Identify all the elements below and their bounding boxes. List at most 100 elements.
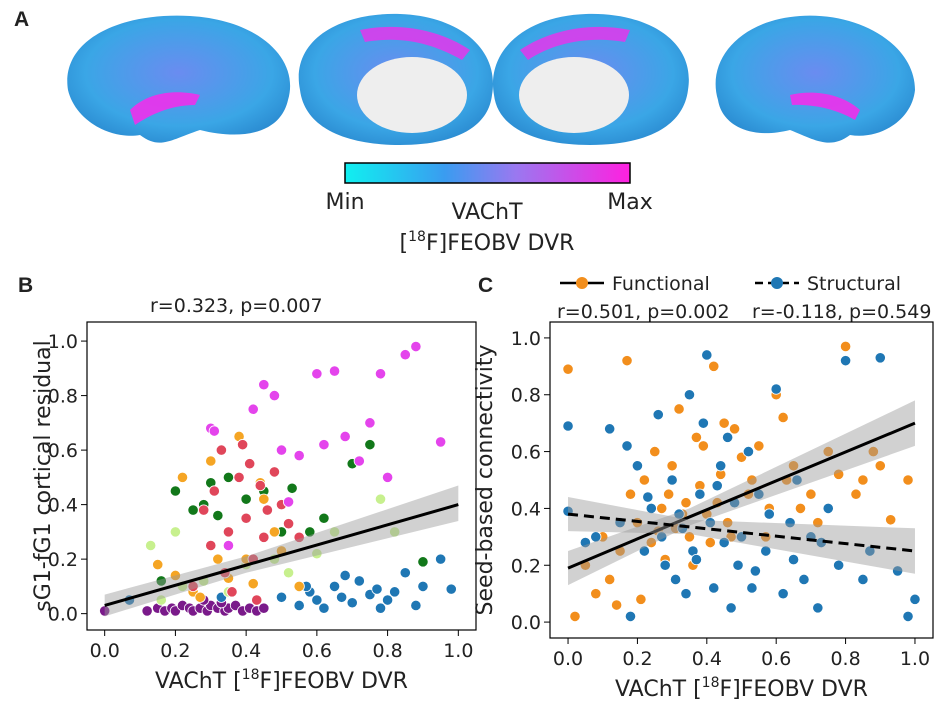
point xyxy=(833,468,845,480)
point xyxy=(690,553,703,566)
point xyxy=(839,355,852,367)
y-axis-label: sG1-fG1 cortical residual xyxy=(31,340,56,611)
point xyxy=(812,517,824,529)
point xyxy=(611,599,623,611)
point xyxy=(624,610,637,623)
brain-hotspot xyxy=(790,92,860,120)
plot-frame xyxy=(86,321,477,631)
point xyxy=(435,436,447,448)
point xyxy=(680,588,692,600)
plot-frame xyxy=(549,321,934,639)
point xyxy=(258,602,270,614)
annotation: r=0.323, p=0.007 xyxy=(150,295,323,317)
point xyxy=(374,493,387,505)
point xyxy=(794,502,807,515)
point xyxy=(704,536,716,549)
point xyxy=(222,526,235,538)
point xyxy=(268,466,281,478)
point xyxy=(663,488,675,500)
point xyxy=(746,474,758,486)
point xyxy=(169,569,182,582)
y-tick-label: 0.0 xyxy=(511,612,541,634)
y-tick-label: 0.2 xyxy=(511,555,541,577)
point xyxy=(604,423,616,435)
point xyxy=(621,440,633,452)
point xyxy=(791,474,803,486)
point xyxy=(187,504,199,516)
point xyxy=(635,593,647,605)
point xyxy=(787,553,800,566)
point xyxy=(293,580,305,592)
point xyxy=(275,591,288,603)
point xyxy=(364,417,376,429)
point xyxy=(222,471,235,483)
point xyxy=(410,340,422,353)
point xyxy=(244,458,256,470)
point xyxy=(902,474,914,486)
point xyxy=(222,539,235,552)
point xyxy=(746,582,758,594)
point xyxy=(99,605,111,617)
point xyxy=(624,488,637,500)
point xyxy=(410,599,422,612)
y-axis-label: Seed-based connectivity xyxy=(473,345,498,616)
point xyxy=(839,340,852,353)
series-stat: r=-0.118, p=0.549 xyxy=(752,301,931,323)
point xyxy=(353,575,365,587)
x-tick-label: 0.2 xyxy=(160,640,190,662)
colorbar-title: VAChT xyxy=(451,200,523,225)
point xyxy=(311,548,323,560)
x-axis-label: VAChT [18F]FEOBV DVR xyxy=(155,667,408,694)
x-tick-label: 0.0 xyxy=(90,640,120,662)
point xyxy=(155,594,167,606)
point xyxy=(268,389,281,402)
point xyxy=(328,580,341,592)
point xyxy=(240,493,252,505)
point xyxy=(833,559,845,571)
point xyxy=(694,488,706,500)
point xyxy=(770,383,782,395)
point xyxy=(683,531,696,543)
point xyxy=(328,365,341,377)
point xyxy=(293,599,305,612)
point xyxy=(777,411,789,424)
point xyxy=(784,517,796,529)
point xyxy=(212,553,224,565)
point xyxy=(722,517,734,529)
brain-lateral-right xyxy=(715,15,915,143)
brain-hotspot xyxy=(360,26,470,60)
x-tick-label: 0.2 xyxy=(622,648,652,670)
point xyxy=(697,440,709,452)
point xyxy=(805,488,817,500)
x-tick-label: 0.8 xyxy=(830,648,860,670)
y-tick-label: 0.4 xyxy=(511,498,541,520)
point xyxy=(417,556,429,568)
x-tick-label: 0.0 xyxy=(553,648,583,670)
point xyxy=(152,558,164,571)
point xyxy=(261,504,273,516)
legend-marker xyxy=(771,277,783,289)
fit-line xyxy=(104,503,459,607)
point xyxy=(282,496,295,508)
point xyxy=(155,575,167,587)
x-tick-label: 0.4 xyxy=(231,640,261,662)
point xyxy=(715,460,727,472)
point xyxy=(318,602,330,614)
point xyxy=(275,444,288,456)
point xyxy=(293,531,305,543)
point xyxy=(874,460,886,472)
point xyxy=(251,594,263,606)
point xyxy=(742,445,755,458)
y-tick-label: 0.4 xyxy=(48,495,78,517)
point xyxy=(198,504,210,516)
point xyxy=(690,431,703,443)
point xyxy=(701,349,713,361)
point xyxy=(718,417,730,429)
point xyxy=(850,488,862,500)
point xyxy=(169,485,182,497)
point xyxy=(233,471,245,483)
x-tick-label: 1.0 xyxy=(900,648,930,670)
brain-medial-wall xyxy=(519,57,629,133)
point xyxy=(247,578,259,590)
point xyxy=(621,355,633,367)
